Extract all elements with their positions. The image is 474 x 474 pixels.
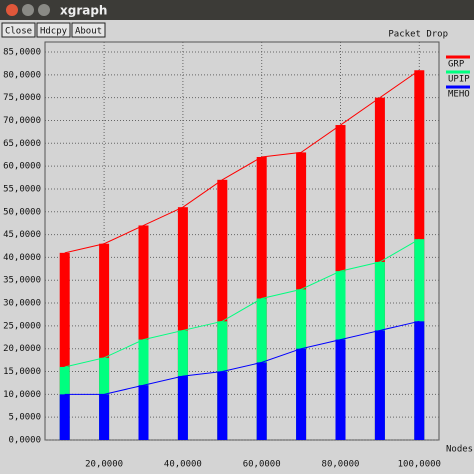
bar	[177, 376, 188, 440]
bar	[138, 385, 149, 440]
button[interactable]	[71, 22, 106, 38]
max-dot[interactable]	[38, 4, 50, 16]
button-label[interactable]: Close	[5, 27, 32, 37]
x-tick-label: 20,0000	[85, 460, 123, 470]
y-tick-label: 85,0000	[3, 48, 41, 58]
y-tick-label: 15,0000	[3, 367, 41, 377]
bar	[374, 330, 385, 440]
legend-label: UPIP	[448, 75, 470, 85]
bar	[177, 207, 188, 440]
y-tick-label: 20,0000	[3, 344, 41, 354]
bar	[335, 339, 346, 440]
button-label[interactable]: About	[75, 27, 102, 37]
x-tick-label: 100,0000	[398, 460, 441, 470]
y-tick-label: 80,0000	[3, 70, 41, 80]
bar	[99, 243, 110, 440]
series-line	[64, 238, 420, 368]
x-tick-label: 80,0000	[322, 460, 360, 470]
chart-title: Packet Drop	[388, 30, 448, 40]
button-label[interactable]: Hdcpy	[40, 27, 68, 37]
bar	[414, 321, 425, 440]
bar	[296, 348, 307, 440]
x-tick-label: 40,0000	[164, 460, 202, 470]
y-tick-label: 70,0000	[3, 116, 41, 126]
bar	[99, 394, 110, 440]
button[interactable]	[36, 22, 71, 38]
button[interactable]	[1, 22, 36, 38]
x-axis-label: Nodes	[446, 445, 473, 455]
bar	[138, 225, 149, 440]
y-tick-label: 50,0000	[3, 207, 41, 217]
y-tick-label: 25,0000	[3, 321, 41, 331]
window-title: xgraph	[60, 4, 107, 18]
bar	[217, 371, 228, 440]
y-tick-label: 75,0000	[3, 93, 41, 103]
y-tick-label: 35,0000	[3, 276, 41, 286]
y-tick-label: 40,0000	[3, 253, 41, 263]
series-line	[64, 320, 420, 395]
y-tick-label: 60,0000	[3, 162, 41, 172]
legend-label: GRP	[448, 60, 465, 70]
y-tick-label: 10,0000	[3, 390, 41, 400]
close-dot[interactable]	[6, 4, 18, 16]
title-bar	[0, 0, 474, 20]
y-tick-label: 0,0000	[8, 436, 41, 446]
y-tick-label: 65,0000	[3, 139, 41, 149]
x-tick-label: 60,0000	[243, 460, 281, 470]
y-tick-label: 30,0000	[3, 299, 41, 309]
y-tick-label: 55,0000	[3, 184, 41, 194]
min-dot[interactable]	[22, 4, 34, 16]
bar	[59, 252, 70, 440]
y-tick-label: 5,0000	[8, 413, 41, 423]
legend-label: MEHO	[448, 90, 470, 100]
bar	[59, 394, 70, 440]
bar	[217, 179, 228, 440]
plot-frame	[44, 41, 440, 441]
y-tick-label: 45,0000	[3, 230, 41, 240]
series-line	[64, 69, 420, 254]
bar	[256, 362, 267, 440]
